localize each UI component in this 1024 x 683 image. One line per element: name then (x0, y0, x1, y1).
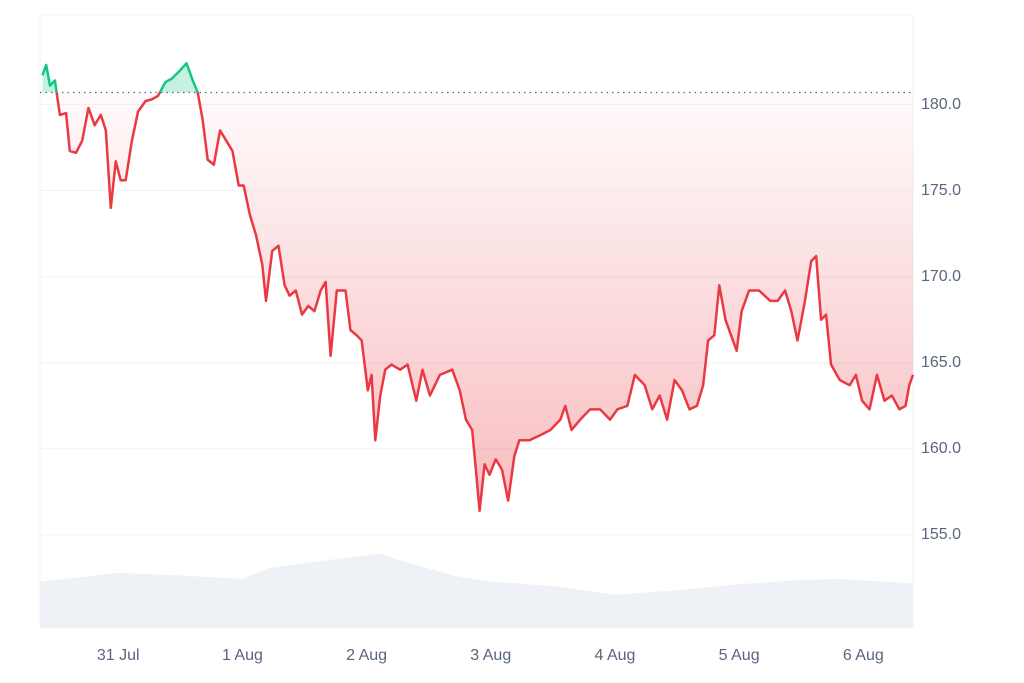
x-tick-label: 4 Aug (594, 647, 635, 664)
x-tick-label: 5 Aug (719, 647, 760, 664)
x-tick-label: 1 Aug (222, 647, 263, 664)
x-tick-label: 6 Aug (843, 647, 884, 664)
price-line-down (55, 92, 915, 513)
area-down (42, 92, 913, 511)
y-tick-label: 175.0 (921, 182, 961, 199)
y-tick-label: 180.0 (921, 96, 961, 113)
volume-area (40, 553, 913, 628)
y-tick-label: 155.0 (921, 526, 961, 543)
y-tick-label: 170.0 (921, 268, 961, 285)
y-tick-label: 165.0 (921, 354, 961, 371)
area-up (42, 63, 198, 93)
x-tick-label: 3 Aug (470, 647, 511, 664)
x-tick-label: 2 Aug (346, 647, 387, 664)
price-line-up (41, 61, 199, 93)
y-tick-label: 160.0 (921, 440, 961, 457)
x-tick-label: 31 Jul (97, 647, 140, 664)
